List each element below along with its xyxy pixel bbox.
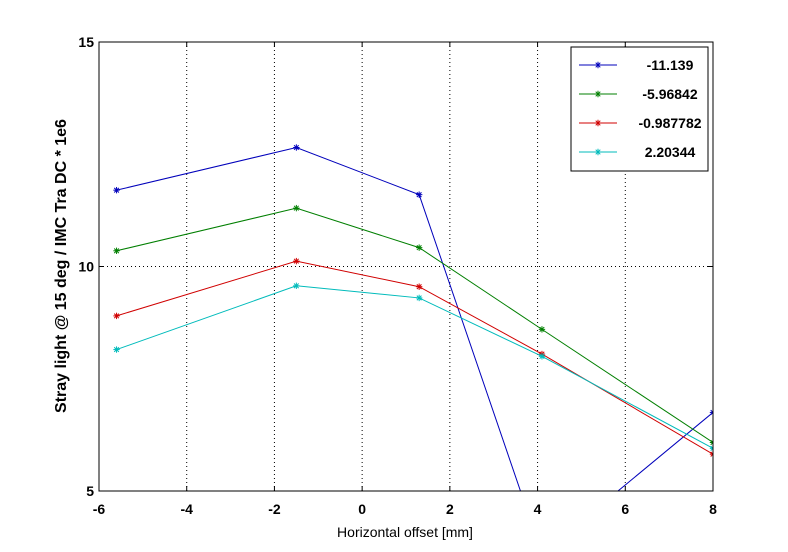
data-point-marker (293, 204, 300, 212)
data-point-marker (415, 244, 423, 251)
x-tick-label: 6 (621, 501, 629, 517)
data-point-marker (709, 409, 713, 416)
legend-entries: -11.139 -5.96842 -0.987782 2.20344 (579, 57, 702, 160)
x-tick-label: 2 (446, 501, 454, 517)
legend-label: 2.20344 (645, 144, 696, 160)
x-axis-label: Horizontal offset [mm] (337, 524, 473, 540)
data-point-marker (594, 61, 602, 69)
data-point-marker (293, 282, 300, 290)
data-point-marker (538, 326, 546, 333)
legend: -11.139 -5.96842 -0.987782 2.20344 (570, 46, 709, 172)
data-point-marker (293, 144, 300, 151)
data-point-marker (538, 353, 546, 360)
grid (99, 42, 713, 491)
x-tick-label: -6 (93, 501, 106, 517)
x-tick-label: 8 (709, 501, 717, 517)
series (113, 204, 713, 446)
y-tick-label: 15 (78, 34, 94, 50)
legend-entry: -0.987782 (579, 115, 702, 131)
legend-entry: -11.139 (579, 57, 694, 73)
series (113, 144, 713, 491)
axis-ticks (98, 41, 714, 492)
legend-label: -5.96842 (642, 86, 697, 102)
x-tick-labels: -6 -4 -2 0 2 4 6 8 (93, 501, 717, 517)
data-point-marker (594, 119, 602, 127)
x-tick-label: -2 (268, 501, 281, 517)
y-tick-label: 5 (86, 483, 94, 499)
series (113, 282, 713, 452)
data-point-marker (113, 346, 120, 353)
legend-entry: 2.20344 (579, 144, 696, 160)
legend-entry: -5.96842 (579, 86, 698, 102)
data-point-marker (709, 450, 713, 458)
data-point-marker (415, 283, 423, 290)
x-tick-label: 4 (534, 501, 542, 517)
y-axis-label: Stray light @ 15 deg / IMC Tra DC * 1e6 (53, 119, 70, 413)
x-tick-label: -4 (180, 501, 193, 517)
data-point-marker (113, 247, 120, 254)
legend-label: -11.139 (647, 57, 694, 73)
data-point-marker (415, 294, 423, 302)
data-point-marker (293, 257, 300, 265)
legend-label: -0.987782 (638, 115, 701, 131)
data-point-marker (709, 445, 713, 452)
data-point-marker (415, 191, 423, 198)
data-point-marker (594, 90, 602, 98)
x-tick-label: 0 (358, 501, 366, 517)
series-layer (113, 144, 713, 491)
data-point-marker (113, 186, 120, 194)
data-point-marker (113, 312, 120, 320)
data-point-marker (709, 439, 713, 446)
y-tick-labels: 5 10 15 (78, 34, 94, 499)
legend-box (570, 46, 709, 172)
y-tick-label: 10 (78, 259, 94, 275)
data-point-marker (594, 148, 602, 156)
